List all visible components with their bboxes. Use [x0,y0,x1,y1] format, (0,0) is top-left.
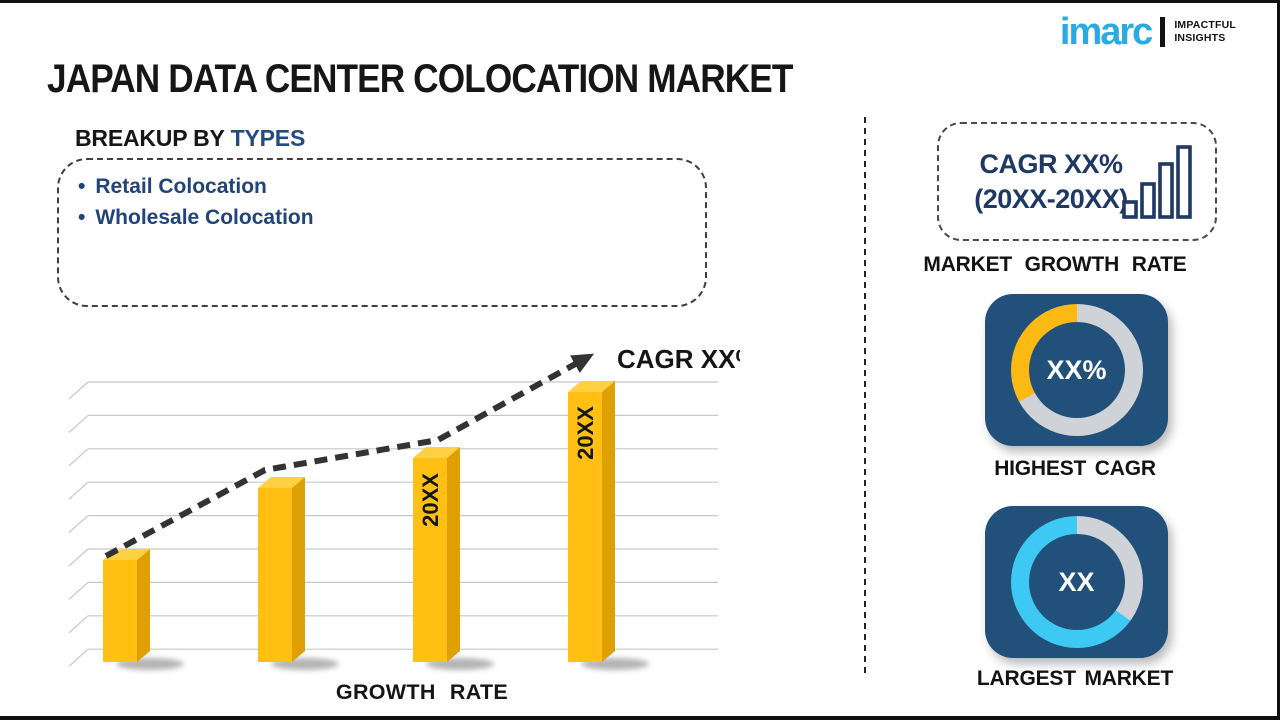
cagr-value-text: CAGR XX% (20XX-20XX) [951,147,1151,217]
bar-2000s-4: 20XX [568,381,615,662]
bar-2000s-1 [103,549,150,662]
largest-market-card: XX [985,506,1168,658]
bar-series: 20XX 20XX [103,381,615,662]
list-item-label: Wholesale Colocation [95,206,314,229]
largest-market-value: XX [1058,566,1095,597]
breakup-heading-highlight: TYPES [230,125,306,151]
bullet-icon: • [78,175,86,198]
cagr-line1: CAGR XX% [979,149,1123,179]
list-item-label: Retail Colocation [95,175,267,198]
frame-edge-bottom [0,716,1280,720]
highest-cagr-card: XX% [985,294,1168,446]
frame-edge-top [0,0,1280,3]
frame-edge-right [1277,0,1280,720]
logo-tagline-line1: IMPACTFUL [1174,19,1236,32]
breakup-list: • Retail Colocation • Wholesale Colocation [78,171,314,233]
list-item: • Wholesale Colocation [78,202,314,233]
highest-cagr-value: XX% [1046,354,1107,385]
bar-2000s-2 [258,477,305,662]
highest-cagr-donut-chart: XX% [1010,304,1143,436]
logo-separator-bar [1160,17,1166,47]
list-item: • Retail Colocation [78,171,314,202]
market-growth-rate-caption: MARKET GROWTH RATE [923,253,1187,276]
largest-market-caption: LARGEST MARKET [976,667,1174,690]
breakup-heading: BREAKUP BY TYPES [75,125,305,152]
highest-cagr-caption: HIGHEST CAGR [994,457,1156,480]
trend-cagr-label: CAGR XX% [617,344,740,374]
bar-chart-icon [1122,145,1192,219]
x-axis-title: GROWTH RATE [336,680,508,704]
breakup-dashed-box [57,158,707,307]
imarc-logo-wordmark: imarc [1059,11,1153,53]
cagr-dashed-box: CAGR XX% (20XX-20XX) [937,122,1217,241]
page-title: JAPAN DATA CENTER COLOCATION MARKET [47,57,793,101]
logo-tagline-line2: INSIGHTS [1174,32,1226,44]
breakup-heading-prefix: BREAKUP BY [75,125,225,151]
bar-label: 20XX [418,473,443,527]
imarc-logo: imarc IMPACTFUL INSIGHTS [1060,13,1236,51]
logo-tagline: IMPACTFUL INSIGHTS [1174,19,1236,44]
largest-market-donut-chart: XX [1010,516,1143,648]
bar-2000s-3: 20XX [413,447,460,662]
bar-label: 20XX [573,406,598,460]
bullet-icon: • [78,206,86,229]
trend-arrow [104,353,595,559]
growth-rate-bar-chart: 20XX 20XX CAGR XX% GROWTH RATE [68,344,740,704]
cagr-line2: (20XX-20XX) [974,184,1128,214]
section-divider [864,117,866,677]
